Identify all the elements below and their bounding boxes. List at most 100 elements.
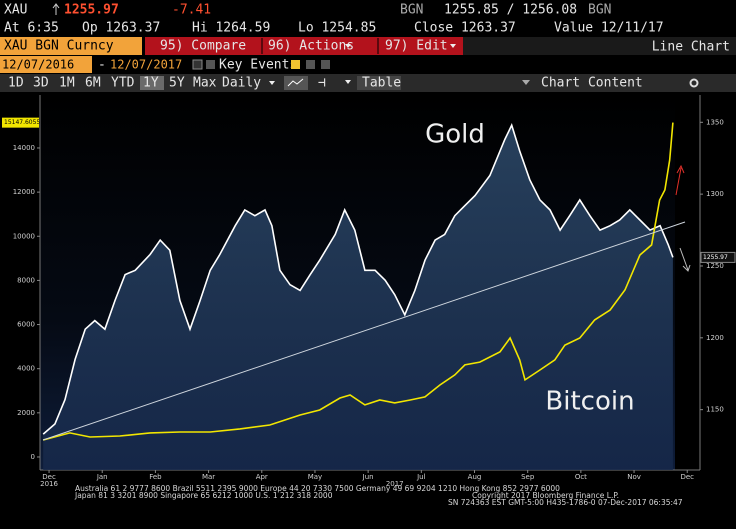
plot: 0 2000 4000 6000 8000 10000 12000 14000 1150 1200… bbox=[2, 95, 736, 488]
chart-type: Line Chart bbox=[652, 40, 730, 55]
period-button[interactable]: 3D bbox=[33, 76, 49, 91]
y2-tick-label: 1200 bbox=[706, 334, 724, 342]
line-tool-icon bbox=[287, 78, 304, 87]
frequency[interactable]: Daily bbox=[222, 76, 261, 91]
x-tick-label: Dec bbox=[42, 473, 56, 481]
down-arrow bbox=[679, 247, 691, 272]
table-button[interactable] bbox=[357, 76, 401, 90]
icon[interactable] bbox=[192, 59, 203, 70]
security-input[interactable] bbox=[0, 37, 142, 55]
y2-tick-label: 1300 bbox=[706, 190, 724, 198]
icon[interactable] bbox=[321, 60, 330, 69]
trend-line bbox=[42, 221, 686, 441]
table-label[interactable]: Table bbox=[362, 76, 401, 91]
y-tick-label: 12000 bbox=[13, 188, 35, 196]
y-tick-label: 8000 bbox=[17, 276, 35, 284]
bitcoin-label: Bitcoin bbox=[545, 387, 634, 417]
open: Op 1263.37 bbox=[82, 21, 160, 36]
last-price: 1255.97 bbox=[64, 3, 119, 18]
x-tick-label: Nov bbox=[627, 473, 641, 481]
ticker: XAU bbox=[4, 3, 27, 18]
x-tick-label: Jan bbox=[96, 473, 108, 481]
start-date[interactable]: 12/07/2016 bbox=[2, 58, 74, 72]
compare-button[interactable]: 95) Compare bbox=[160, 39, 246, 54]
dropdown-icon bbox=[522, 80, 530, 85]
dropdown-icon bbox=[345, 80, 351, 84]
date-input[interactable] bbox=[0, 56, 92, 73]
footer-line: Australia 61 2 9777 8600 Brazil 5511 239… bbox=[75, 484, 560, 493]
y-tick-label: 2000 bbox=[17, 409, 35, 417]
period-button[interactable]: 1M bbox=[59, 76, 75, 91]
footer-line: Japan 81 3 3201 8900 Singapore 65 6212 1… bbox=[74, 491, 333, 500]
last-value-tag bbox=[2, 117, 39, 128]
period-button[interactable]: 1D bbox=[8, 76, 24, 91]
selected-period bbox=[140, 76, 164, 90]
key-events[interactable]: Key Events bbox=[219, 58, 297, 73]
x-tick-label: Oct bbox=[575, 473, 587, 481]
year-label: 2016 bbox=[40, 480, 58, 488]
time: At 6:35 bbox=[4, 21, 59, 36]
change: -7.41 bbox=[172, 3, 211, 18]
edit-button[interactable]: 97) Edit bbox=[385, 39, 448, 54]
x-tick-label: May bbox=[308, 473, 322, 481]
y-tick-label: 4000 bbox=[17, 365, 35, 373]
gold-label: Gold bbox=[425, 120, 485, 150]
x-tick-label: Sep bbox=[521, 473, 535, 481]
actions-button[interactable]: 96) Actions bbox=[268, 39, 354, 54]
last-value-label: 1255.97 bbox=[703, 254, 728, 261]
icon[interactable] bbox=[306, 60, 315, 69]
period-button[interactable]: 6M bbox=[85, 76, 101, 91]
icon[interactable] bbox=[291, 60, 300, 69]
series-line bbox=[42, 122, 674, 441]
source: BGN bbox=[588, 3, 611, 18]
x-tick-label: Jul bbox=[416, 473, 426, 481]
footer-line: Copyright 2017 Bloomberg Finance L.P. bbox=[472, 491, 619, 500]
settings-icon[interactable] bbox=[689, 78, 699, 88]
x-tick-label: Apr bbox=[256, 473, 268, 481]
date-dash: - bbox=[98, 58, 106, 73]
value-date: Value 12/11/17 bbox=[554, 21, 664, 36]
y-tick-label: 0 bbox=[31, 453, 35, 461]
period-buttons: 1D 3D 1M 6M YTD 1Y 5Y Max bbox=[8, 76, 217, 91]
quote-bar bbox=[0, 0, 736, 19]
x-tick-label: Feb bbox=[149, 473, 162, 481]
close: Close 1263.37 bbox=[414, 21, 516, 36]
footer-line: SN 724363 EST GMT-5:00 H435-1786-0 07-De… bbox=[448, 498, 683, 507]
y2-tick-label: 1350 bbox=[706, 118, 724, 126]
x-tick-label: Dec bbox=[680, 473, 694, 481]
y-tick-label: 6000 bbox=[17, 321, 35, 329]
source: BGN bbox=[400, 3, 423, 18]
y-tick-label: 10000 bbox=[13, 232, 35, 240]
year-label: 2017 bbox=[386, 480, 404, 488]
bid-ask: 1255.85 / 1256.08 bbox=[444, 3, 577, 18]
period-button[interactable]: YTD bbox=[111, 76, 135, 91]
x-tick-label: Jun bbox=[362, 473, 374, 481]
up-arrow bbox=[675, 164, 685, 196]
period-button[interactable]: 1Y bbox=[143, 76, 159, 91]
checkbox[interactable] bbox=[206, 60, 215, 69]
low: Lo 1254.85 bbox=[298, 21, 376, 36]
gold-area bbox=[43, 125, 673, 470]
y2-tick-label: 1250 bbox=[706, 262, 724, 270]
menu-bar bbox=[145, 37, 463, 55]
high: Hi 1264.59 bbox=[192, 21, 270, 36]
series-line bbox=[42, 123, 674, 435]
chart-content[interactable]: Chart Content bbox=[541, 76, 643, 91]
last-value-label: 15147.6055 bbox=[4, 119, 40, 126]
dropdown-icon bbox=[345, 44, 351, 48]
period-button[interactable]: 5Y bbox=[169, 76, 185, 91]
end-date[interactable]: 12/07/2017 bbox=[110, 58, 182, 72]
y-tick-label: 14000 bbox=[13, 144, 35, 152]
security[interactable]: XAU BGN Curncy bbox=[4, 39, 114, 54]
dropdown-icon bbox=[269, 81, 275, 85]
y2-tick-label: 1150 bbox=[706, 406, 724, 414]
arrow-icon bbox=[52, 3, 60, 15]
dropdown-icon bbox=[450, 44, 456, 48]
period-button[interactable]: Max bbox=[193, 76, 217, 91]
x-tick-label: Aug bbox=[468, 473, 482, 481]
tool-icon[interactable]: ⊣ bbox=[318, 76, 326, 91]
menu-bar bbox=[463, 37, 736, 55]
last-value-tag bbox=[700, 251, 736, 263]
x-tick-label: Mar bbox=[202, 473, 215, 481]
